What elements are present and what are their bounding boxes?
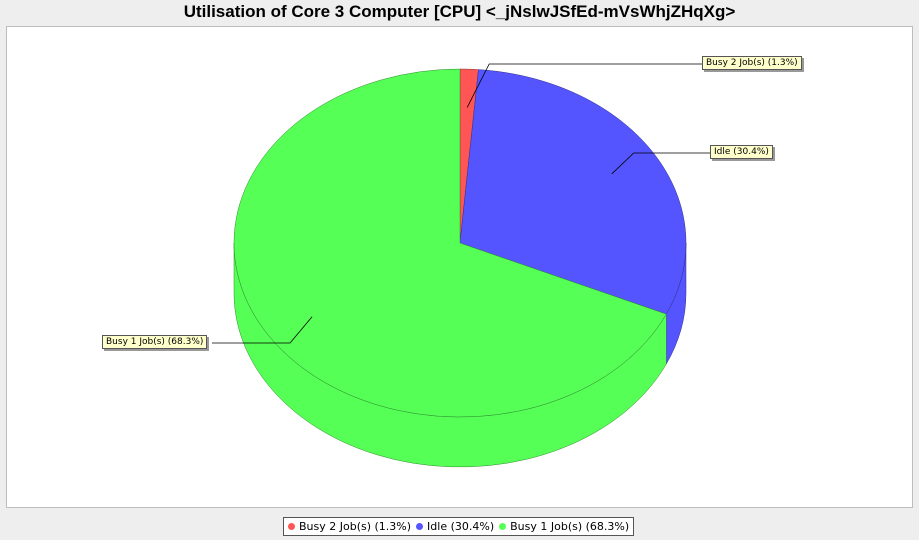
legend-label: Busy 2 Job(s) (1.3%) [299, 520, 412, 533]
slice-idle-30-4[interactable] [459, 69, 687, 315]
slice-busy-1-job-s-68-3[interactable] [233, 68, 667, 418]
legend: Busy 2 Job(s) (1.3%) Idle (30.4%) Busy 1 J… [283, 517, 635, 536]
leader-line-idle-30-4 [611, 152, 710, 175]
leader-line-busy-2-job-s-1-3 [466, 63, 702, 108]
legend-swatch-icon [288, 522, 295, 530]
plot-area: Busy 2 Job(s) (1.3%) Idle (30.4%) Busy 1 J… [6, 26, 913, 508]
legend-label: Idle (30.4%) [427, 520, 495, 533]
legend-item-busy-1-job-s-68-3: Busy 1 Job(s) (68.3%) [499, 520, 629, 533]
pie-chart [212, 63, 710, 468]
legend-item-busy-2-job-s-1-3: Busy 2 Job(s) (1.3%) [288, 520, 411, 533]
chart-title: Utilisation of Core 3 Computer [CPU] <_j… [183, 2, 736, 21]
legend-swatch-icon [499, 522, 507, 530]
legend-item-idle-30-4: Idle (30.4%) [416, 520, 494, 533]
callout-label-busy-2-job-s-1-3: Busy 2 Job(s) (1.3%) [702, 56, 802, 70]
callout-label-busy-1-job-s-68-3: Busy 1 Job(s) (68.3%) [102, 335, 208, 349]
legend-label: Busy 1 Job(s) (68.3%) [510, 520, 630, 533]
leader-line-busy-1-job-s-68-3 [212, 316, 313, 344]
callout-label-idle-30-4: Idle (30.4%) [710, 145, 773, 159]
legend-swatch-icon [416, 522, 424, 530]
